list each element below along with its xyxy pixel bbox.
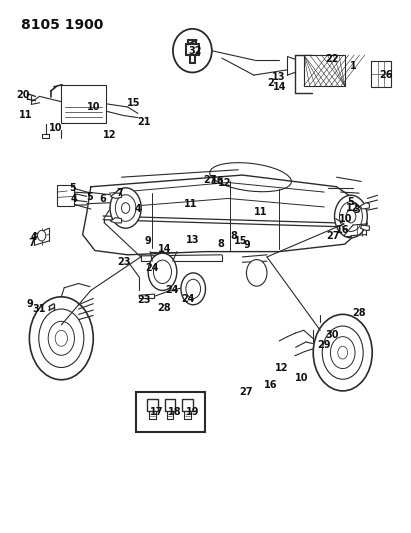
Text: 31: 31 xyxy=(33,304,46,314)
Text: 11: 11 xyxy=(185,199,198,209)
Bar xyxy=(164,399,175,410)
Text: 5: 5 xyxy=(348,197,354,207)
Text: 10: 10 xyxy=(295,373,309,383)
Text: 10: 10 xyxy=(49,123,63,133)
Text: 29: 29 xyxy=(318,340,331,350)
Text: 12: 12 xyxy=(275,362,288,373)
Text: 1: 1 xyxy=(350,61,356,71)
Text: 14: 14 xyxy=(158,245,171,254)
Text: 12: 12 xyxy=(102,130,116,140)
Text: 12: 12 xyxy=(218,177,232,188)
Text: 27: 27 xyxy=(204,175,217,185)
Ellipse shape xyxy=(173,29,212,72)
Circle shape xyxy=(181,273,206,305)
Circle shape xyxy=(110,188,141,228)
Text: 9: 9 xyxy=(243,240,250,249)
Circle shape xyxy=(186,279,201,298)
Circle shape xyxy=(339,201,363,231)
Text: 21: 21 xyxy=(137,117,151,127)
Text: 22: 22 xyxy=(325,54,338,63)
Bar xyxy=(61,85,106,123)
Text: 16: 16 xyxy=(264,379,278,390)
Bar xyxy=(136,392,205,432)
Circle shape xyxy=(322,326,363,379)
Text: 11: 11 xyxy=(18,110,32,120)
Polygon shape xyxy=(111,193,122,198)
Text: 8: 8 xyxy=(218,239,224,249)
Text: 6: 6 xyxy=(100,194,106,204)
Bar xyxy=(372,61,391,87)
Circle shape xyxy=(338,346,348,359)
Text: 7: 7 xyxy=(29,238,36,247)
Text: 24: 24 xyxy=(182,294,195,304)
Text: 17: 17 xyxy=(150,407,164,417)
Text: 16: 16 xyxy=(336,225,349,236)
Text: 8: 8 xyxy=(230,231,237,241)
Text: 14: 14 xyxy=(272,82,286,92)
Text: 28: 28 xyxy=(352,308,366,318)
Polygon shape xyxy=(360,225,369,230)
Text: 3: 3 xyxy=(354,205,360,215)
Text: 5: 5 xyxy=(69,183,76,193)
Circle shape xyxy=(247,260,267,286)
Circle shape xyxy=(346,210,356,223)
Text: 24: 24 xyxy=(145,263,159,273)
Text: 9: 9 xyxy=(145,236,152,246)
Text: 32: 32 xyxy=(189,46,202,55)
Text: 5: 5 xyxy=(87,192,93,202)
Polygon shape xyxy=(360,203,369,209)
Bar xyxy=(57,184,74,206)
Text: 10: 10 xyxy=(339,214,353,224)
Circle shape xyxy=(153,260,171,284)
Circle shape xyxy=(55,330,67,346)
Polygon shape xyxy=(111,217,122,223)
Text: 15: 15 xyxy=(233,236,247,246)
Circle shape xyxy=(148,253,177,290)
Bar xyxy=(182,399,193,410)
Text: 30: 30 xyxy=(326,329,339,340)
Text: 12: 12 xyxy=(346,203,360,213)
Circle shape xyxy=(115,195,136,221)
Text: 11: 11 xyxy=(254,207,268,217)
Text: 4: 4 xyxy=(71,194,78,204)
Text: 10: 10 xyxy=(87,102,101,112)
Text: 28: 28 xyxy=(158,303,171,313)
Text: 4: 4 xyxy=(31,232,38,243)
Circle shape xyxy=(29,297,93,379)
Text: 13: 13 xyxy=(186,236,199,246)
Text: 24: 24 xyxy=(165,286,179,295)
Text: 27: 27 xyxy=(240,387,253,398)
Text: 27: 27 xyxy=(327,231,340,241)
Text: 20: 20 xyxy=(16,90,30,100)
Bar xyxy=(304,55,345,86)
Circle shape xyxy=(39,309,84,368)
Text: 23: 23 xyxy=(137,295,151,305)
Text: 23: 23 xyxy=(117,257,130,266)
Text: 9: 9 xyxy=(27,298,34,309)
Circle shape xyxy=(330,337,355,368)
Circle shape xyxy=(48,321,74,356)
Text: 8105 1900: 8105 1900 xyxy=(21,18,104,31)
Text: 2: 2 xyxy=(268,78,275,88)
Bar xyxy=(147,399,157,410)
Circle shape xyxy=(122,203,130,213)
Text: 7: 7 xyxy=(116,188,123,198)
Text: 15: 15 xyxy=(127,98,141,108)
Text: 26: 26 xyxy=(379,70,393,80)
Text: 19: 19 xyxy=(186,407,199,417)
Circle shape xyxy=(313,314,372,391)
Circle shape xyxy=(335,195,367,238)
Circle shape xyxy=(37,230,46,241)
Text: 4: 4 xyxy=(134,204,141,214)
Text: 13: 13 xyxy=(272,72,285,82)
Text: 18: 18 xyxy=(168,407,182,417)
Text: 16: 16 xyxy=(211,176,224,187)
